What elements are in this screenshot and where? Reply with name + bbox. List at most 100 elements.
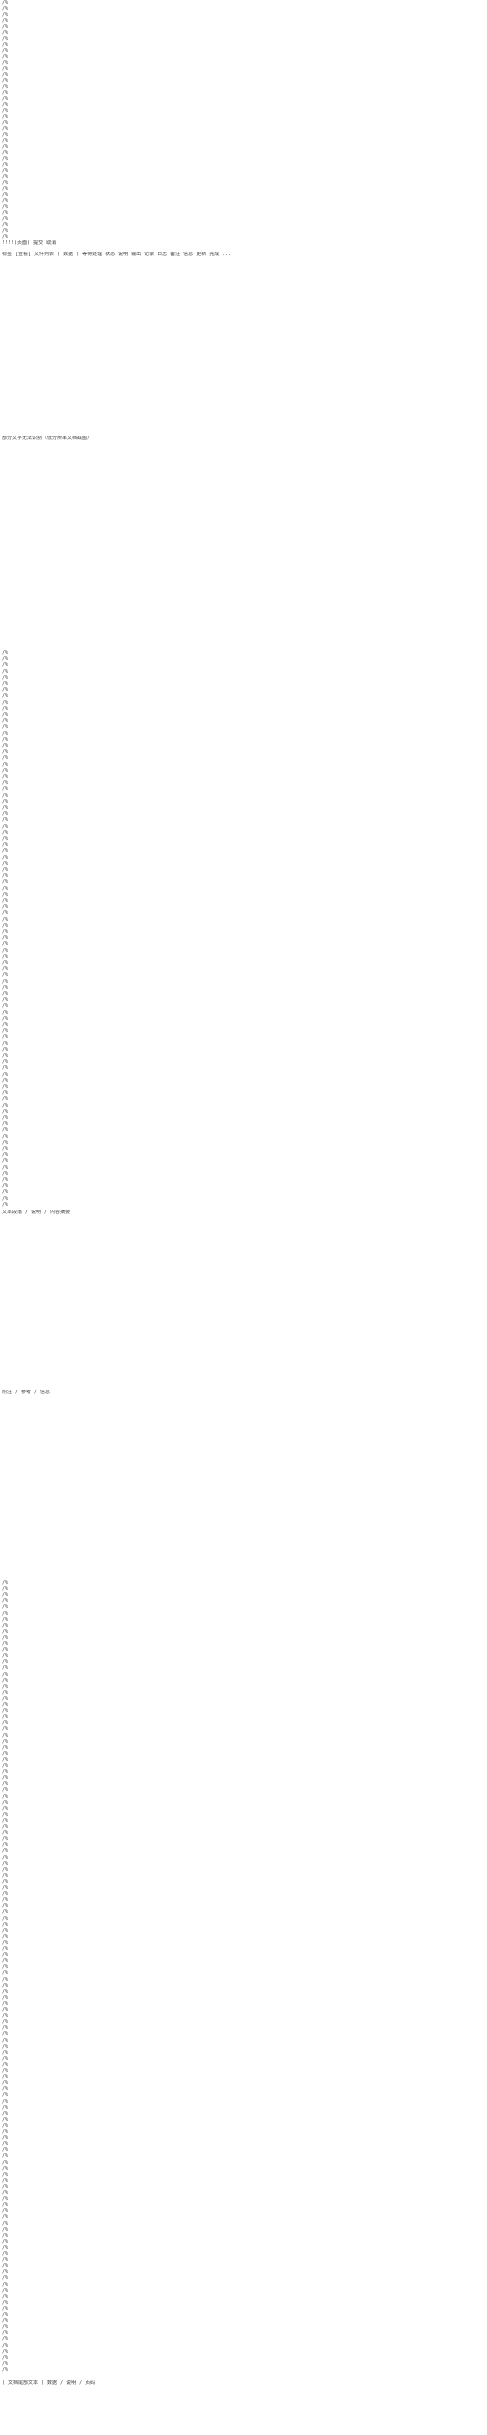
marker-line: /%: [2, 904, 9, 911]
marker-line: /%: [2, 1139, 9, 1146]
marker-line: /%: [2, 978, 9, 985]
marker-line: /%: [2, 84, 9, 90]
marker-line: /%: [2, 1201, 9, 1208]
marker-line: /%: [2, 1708, 9, 1715]
marker-line: /%: [2, 96, 9, 102]
marker-line: /%: [2, 836, 9, 842]
marker-line: /%: [2, 2019, 9, 2026]
marker-line: /%: [2, 730, 9, 737]
marker-line: /%: [2, 192, 9, 198]
marker-line: /%: [2, 2025, 9, 2032]
marker-line: /%: [2, 1628, 9, 1635]
marker-line: /%: [2, 1127, 9, 1134]
marker-line: /%: [2, 1022, 9, 1028]
marker-line: /%: [2, 786, 9, 793]
marker-line: /%: [2, 792, 9, 799]
marker-line: /%: [2, 1793, 9, 1800]
marker-line: /%: [2, 935, 9, 942]
marker-line: /%: [2, 1077, 9, 1084]
marker-line: /%: [2, 2324, 9, 2331]
marker-line: /%: [2, 42, 9, 48]
marker-line: /%: [2, 2318, 9, 2325]
marker-line: /%: [2, 120, 9, 126]
marker-line: /%: [2, 997, 9, 1004]
marker-line: /%: [2, 1909, 9, 1916]
marker-line: /%: [2, 1084, 9, 1090]
marker-line: /%: [2, 30, 9, 36]
marker-line: /%: [2, 774, 9, 780]
marker-line: /%: [2, 2214, 9, 2221]
marker-line: /%: [2, 1170, 9, 1177]
marker-line: /%: [2, 724, 9, 731]
marker-line: /%: [2, 2312, 9, 2318]
marker-line: /%: [2, 2226, 9, 2233]
marker-line: /%: [2, 2068, 9, 2074]
marker-line: /%: [2, 2269, 9, 2276]
marker-line: /%: [2, 0, 9, 6]
marker-line: /%: [2, 656, 9, 663]
marker-line: /%: [2, 1616, 9, 1623]
marker-line: /%: [2, 1102, 9, 1109]
marker-line: /%: [2, 910, 9, 917]
marker-line: /%: [2, 674, 9, 681]
marker-line: /%: [2, 1952, 9, 1959]
marker-line: /%: [2, 150, 9, 156]
marker-line: /%: [2, 2177, 9, 2184]
marker-line: /%: [2, 2141, 9, 2148]
marker-line: /%: [2, 2122, 9, 2129]
marker-line: /%: [2, 1592, 9, 1599]
marker-line: /%: [2, 1891, 9, 1898]
marker-line: /%: [2, 180, 9, 186]
marker-line: /%: [2, 1775, 9, 1782]
marker-line: /%: [2, 2342, 9, 2349]
marker-line: /%: [2, 1897, 9, 1904]
marker-line: /%: [2, 2354, 9, 2361]
marker-line: /%: [2, 1598, 9, 1605]
marker-line: /%: [2, 1586, 9, 1593]
marker-line: /%: [2, 1028, 9, 1035]
marker-line: /%: [2, 162, 9, 168]
marker-line: /%: [2, 693, 9, 700]
marker-line: /%: [2, 60, 9, 66]
marker-line: /%: [2, 174, 9, 180]
title-line: !!!!(页面) 提交 取消: [2, 240, 57, 246]
marker-line: /%: [2, 916, 9, 923]
marker-line: /%: [2, 1878, 9, 1885]
marker-line: /%: [2, 817, 9, 824]
marker-line: /%: [2, 2202, 9, 2209]
marker-line: /%: [2, 2238, 9, 2245]
marker-line: /%: [2, 1720, 9, 1727]
marker-line: /%: [2, 1689, 9, 1696]
marker-line: /%: [2, 48, 9, 54]
marker-line: /%: [2, 1750, 9, 1757]
text-block-3: 文本段落 / 说明 / 内容摘要: [2, 1210, 71, 1215]
marker-line: /%: [2, 2305, 9, 2312]
marker-line: /%: [2, 1964, 9, 1971]
marker-line: /%: [2, 2147, 9, 2154]
marker-line: /%: [2, 90, 9, 96]
marker-line: /%: [2, 1988, 9, 1995]
marker-line: /%: [2, 54, 9, 60]
marker-line: /%: [2, 1915, 9, 1922]
marker-line: /%: [2, 842, 9, 849]
marker-line: /%: [2, 2244, 9, 2251]
marker-line: /%: [2, 767, 9, 774]
marker-line: /%: [2, 712, 9, 718]
marker-line: /%: [2, 2275, 9, 2282]
marker-line: /%: [2, 1683, 9, 1690]
marker-line: /%: [2, 867, 9, 873]
marker-line: /%: [2, 662, 9, 669]
marker-line: /%: [2, 1090, 9, 1097]
marker-line: /%: [2, 829, 9, 836]
marker-line: /%: [2, 156, 9, 162]
marker-line: /%: [2, 2037, 9, 2044]
marker-line: /%: [2, 12, 9, 18]
marker-line: /%: [2, 1009, 9, 1016]
marker-line: /%: [2, 2348, 9, 2355]
marker-line: /%: [2, 1604, 9, 1611]
marker-line: /%: [2, 2110, 9, 2117]
marker-line: /%: [2, 2251, 9, 2257]
marker-line: /%: [2, 668, 9, 675]
marker-line: /%: [2, 1842, 9, 1849]
text-block-4: 附注 / 参考 / 信息: [2, 1390, 51, 1395]
